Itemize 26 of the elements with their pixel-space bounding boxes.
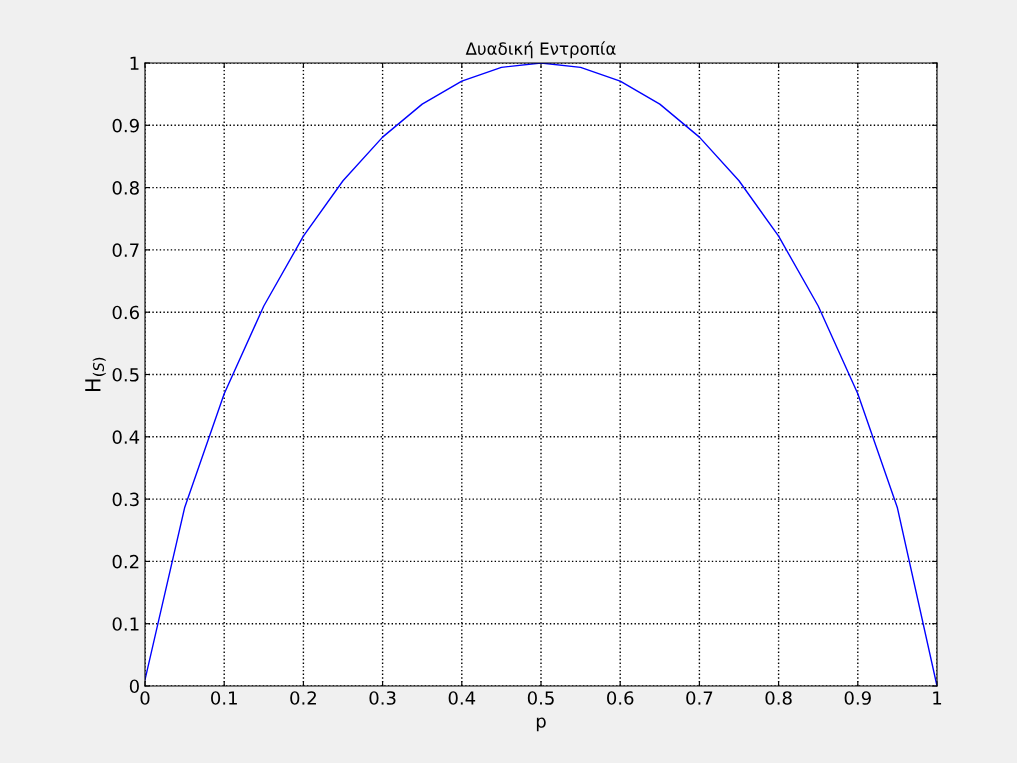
y-tick-label: 0.8 (112, 181, 139, 195)
y-tick-label: 0.1 (112, 617, 139, 631)
x-tick-label: 0.8 (765, 691, 792, 705)
y-axis-title: H$_{(S)}$ (85, 357, 106, 391)
y-tick-label: 0 (129, 679, 139, 694)
line-series (145, 63, 937, 686)
x-tick-label: 0.5 (527, 691, 554, 705)
x-tick-label: 0.6 (607, 691, 634, 705)
x-tick-label: 0.3 (369, 691, 396, 705)
y-tick-label: 0.7 (112, 243, 139, 258)
x-tick-label: 0.9 (844, 691, 871, 705)
chart-title: Δυαδική Εντροπία (465, 41, 616, 59)
x-tick-label: 1 (933, 691, 942, 705)
y-tick-label: 0.2 (112, 554, 139, 569)
x-tick-label: 0.2 (290, 691, 316, 705)
y-tick-label: 0.4 (112, 430, 140, 444)
x-tick-label: 0 (140, 691, 150, 705)
x-axis-title: p (536, 717, 546, 732)
x-tick-label: 0.1 (211, 691, 237, 705)
y-tick-label: 0.6 (112, 305, 139, 320)
y-tick-label: 0.9 (112, 118, 139, 133)
x-tick-label: 0.7 (686, 691, 713, 705)
y-tick-label: 0.3 (112, 492, 139, 507)
y-tick-label: 1 (130, 56, 139, 70)
x-tick-label: 0.4 (448, 691, 476, 705)
y-tick-label: 0.5 (112, 367, 139, 382)
